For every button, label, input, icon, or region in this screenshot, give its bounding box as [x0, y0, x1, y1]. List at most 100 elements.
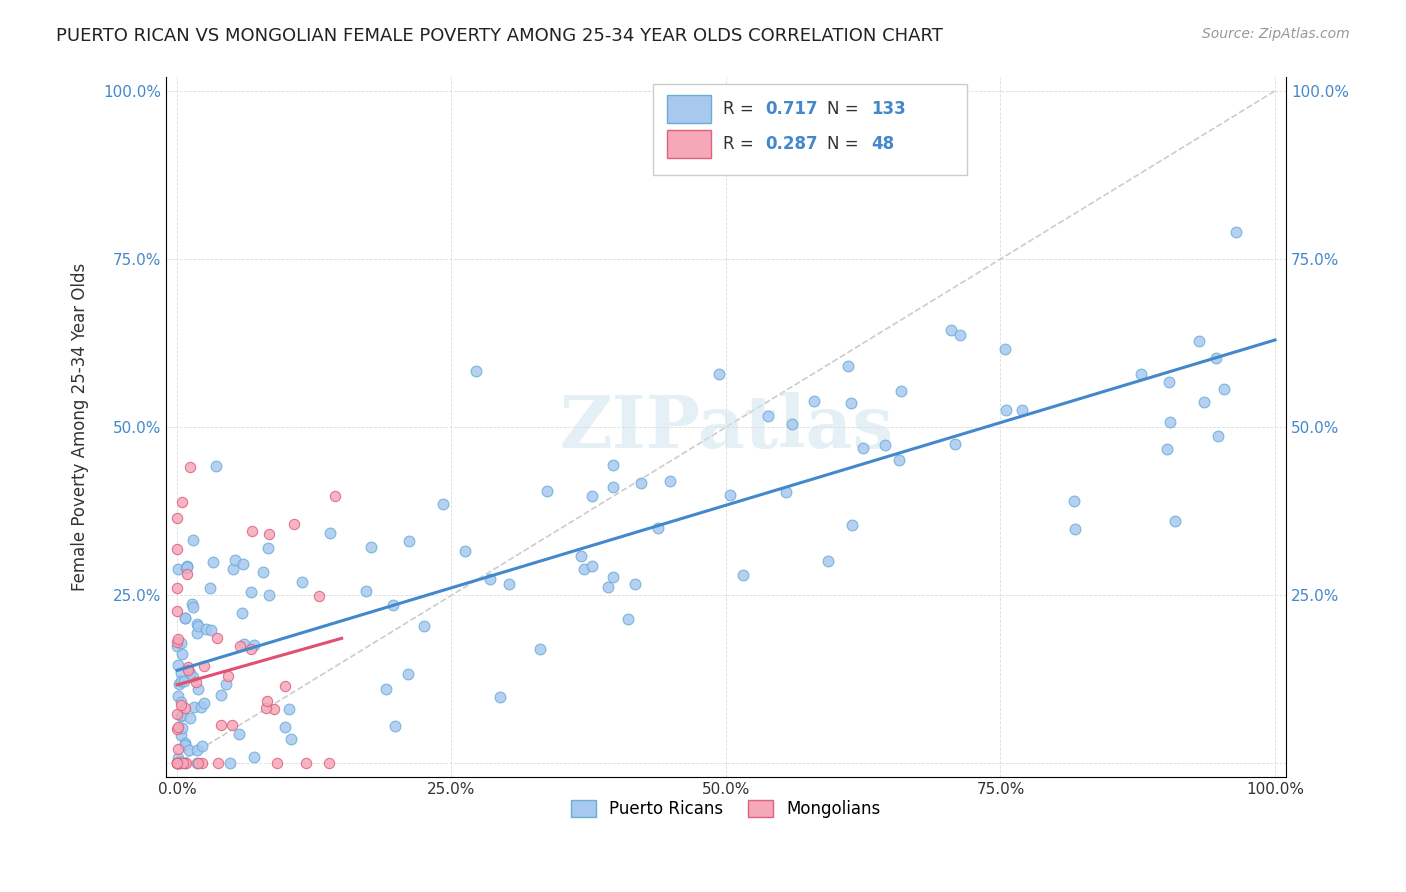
Mongolians	[166, 581, 188, 595]
Text: PUERTO RICAN VS MONGOLIAN FEMALE POVERTY AMONG 25-34 YEAR OLDS CORRELATION CHART: PUERTO RICAN VS MONGOLIAN FEMALE POVERTY…	[56, 27, 943, 45]
Puerto Ricans	[186, 626, 208, 640]
Mongolians	[166, 756, 188, 770]
Puerto Ricans	[187, 682, 209, 697]
Puerto Ricans	[167, 562, 190, 576]
Puerto Ricans	[647, 521, 669, 535]
Puerto Ricans	[278, 702, 301, 716]
Puerto Ricans	[756, 409, 779, 424]
Puerto Ricans	[176, 560, 198, 574]
Puerto Ricans	[252, 565, 274, 579]
Puerto Ricans	[173, 756, 195, 771]
Puerto Ricans	[659, 474, 682, 488]
Puerto Ricans	[167, 658, 190, 673]
Puerto Ricans	[852, 441, 875, 455]
Puerto Ricans	[837, 359, 859, 373]
Puerto Ricans	[780, 417, 803, 431]
Mongolians	[205, 632, 228, 646]
Puerto Ricans	[176, 559, 198, 574]
Puerto Ricans	[1206, 429, 1229, 443]
Puerto Ricans	[209, 689, 232, 703]
Puerto Ricans	[257, 541, 280, 555]
Mongolians	[172, 756, 194, 771]
Puerto Ricans	[529, 642, 551, 657]
Mongolians	[166, 723, 188, 737]
Puerto Ricans	[949, 328, 972, 343]
Puerto Ricans	[1159, 415, 1181, 429]
Puerto Ricans	[602, 479, 624, 493]
Puerto Ricans	[186, 756, 208, 771]
Puerto Ricans	[887, 452, 910, 467]
Puerto Ricans	[1213, 382, 1236, 396]
Mongolians	[166, 756, 188, 771]
Puerto Ricans	[354, 583, 377, 598]
Mongolians	[179, 460, 201, 475]
Puerto Ricans	[190, 699, 212, 714]
Puerto Ricans	[174, 736, 197, 750]
Mongolians	[217, 669, 239, 683]
Puerto Ricans	[1156, 442, 1178, 456]
Mongolians	[176, 566, 198, 581]
Text: ZIPatlas: ZIPatlas	[560, 392, 893, 463]
Puerto Ricans	[233, 637, 256, 651]
Puerto Ricans	[173, 611, 195, 625]
Puerto Ricans	[181, 597, 204, 611]
Puerto Ricans	[166, 689, 188, 703]
Puerto Ricans	[817, 553, 839, 567]
Mongolians	[256, 694, 278, 708]
Puerto Ricans	[172, 647, 194, 661]
Puerto Ricans	[384, 719, 406, 733]
Mongolians	[295, 756, 318, 771]
Puerto Ricans	[167, 756, 190, 771]
Puerto Ricans	[205, 458, 228, 473]
Puerto Ricans	[943, 437, 966, 451]
Puerto Ricans	[167, 756, 190, 771]
Puerto Ricans	[179, 743, 201, 757]
Puerto Ricans	[396, 667, 419, 681]
Puerto Ricans	[167, 676, 190, 690]
Mongolians	[257, 527, 280, 541]
Mongolians	[209, 718, 232, 732]
Text: 48: 48	[872, 135, 894, 153]
Puerto Ricans	[174, 611, 197, 625]
Mongolians	[240, 524, 263, 538]
Y-axis label: Female Poverty Among 25-34 Year Olds: Female Poverty Among 25-34 Year Olds	[72, 263, 89, 591]
Puerto Ricans	[581, 558, 603, 573]
Text: R =: R =	[723, 135, 759, 153]
Mongolians	[207, 756, 229, 771]
Puerto Ricans	[166, 639, 188, 653]
Puerto Ricans	[198, 582, 221, 596]
Mongolians	[166, 635, 188, 649]
Mongolians	[254, 701, 277, 715]
Puerto Ricans	[167, 751, 190, 765]
Puerto Ricans	[839, 396, 862, 410]
Puerto Ricans	[1205, 351, 1227, 365]
Mongolians	[166, 756, 188, 771]
Puerto Ricans	[257, 588, 280, 602]
FancyBboxPatch shape	[666, 130, 711, 158]
Puerto Ricans	[170, 636, 193, 650]
Mongolians	[263, 701, 285, 715]
Puerto Ricans	[232, 558, 254, 572]
Mongolians	[221, 718, 243, 732]
Puerto Ricans	[242, 638, 264, 652]
Puerto Ricans	[381, 598, 404, 612]
FancyBboxPatch shape	[666, 95, 711, 123]
Mongolians	[173, 701, 195, 715]
Mongolians	[166, 756, 188, 771]
Mongolians	[167, 720, 190, 734]
Puerto Ricans	[360, 541, 382, 555]
Puerto Ricans	[218, 756, 240, 771]
Puerto Ricans	[1159, 375, 1181, 389]
Puerto Ricans	[191, 739, 214, 754]
Puerto Ricans	[222, 562, 245, 576]
Puerto Ricans	[432, 497, 454, 511]
Puerto Ricans	[215, 677, 238, 691]
Mongolians	[166, 541, 188, 556]
Puerto Ricans	[290, 575, 312, 590]
Text: Source: ZipAtlas.com: Source: ZipAtlas.com	[1202, 27, 1350, 41]
Puerto Ricans	[181, 533, 204, 548]
Puerto Ricans	[173, 674, 195, 689]
Puerto Ricans	[193, 696, 215, 710]
Puerto Ricans	[170, 721, 193, 735]
Puerto Ricans	[718, 488, 741, 502]
